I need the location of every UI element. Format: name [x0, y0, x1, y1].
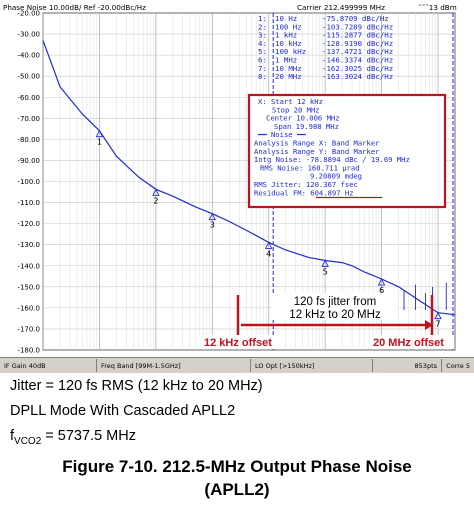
marker-label: 6 — [379, 286, 384, 295]
trace-title: Phase Noise 10.00dB/ Ref -20.00dBc/Hz — [3, 3, 146, 12]
marker-table-value: -146.3374 dBc/Hz — [322, 56, 393, 65]
marker-label: 3 — [210, 221, 215, 230]
phase-noise-analyzer: Phase Noise 10.00dB/ Ref -20.00dBc/Hz Car… — [0, 0, 474, 373]
noise-box-line: Span 19.988 MHz — [274, 122, 339, 131]
jitter-label-line1: 120 fs jitter from — [294, 296, 376, 308]
marker-table-num: 2: — [258, 22, 267, 31]
caption-jitter-line: Jitter = 120 fs RMS (12 kHz to 20 MHz) — [10, 378, 263, 394]
caption-mode-line: DPLL Mode With Cascaded APLL2 — [10, 403, 236, 419]
right-offset-label: 20 MHz offset — [373, 337, 444, 349]
y-tick-label: -140.0 — [17, 262, 40, 270]
y-tick-label: -70.00 — [17, 115, 40, 123]
y-tick-label: -20.00 — [17, 10, 40, 18]
marker-table-num: 5: — [258, 47, 267, 56]
phase-noise-trace — [42, 40, 456, 316]
y-tick-label: -150.0 — [17, 283, 40, 291]
y-tick-label: -160.0 — [17, 304, 40, 312]
y-tick-label: -50.00 — [17, 73, 40, 81]
noise-box-line: Center 10.006 MHz — [266, 114, 340, 123]
caption-vco-f: f — [10, 428, 15, 444]
noise-box-line: Analysis Range Y: Band Marker — [254, 147, 380, 156]
noise-box-line: RMS Jitter: 120.367 fsec — [254, 180, 358, 189]
noise-box-line: X: Start 12 kHz — [258, 97, 323, 106]
y-tick-label: -80.00 — [17, 136, 40, 144]
y-tick-label: -110.0 — [17, 199, 40, 207]
y-tick-label: -180.0 — [17, 347, 40, 355]
marker-table-num: 8: — [258, 72, 267, 81]
phase-noise-chart: Phase Noise 10.00dB/ Ref -20.00dBc/Hz Car… — [0, 0, 474, 355]
marker-table-num: 4: — [258, 39, 267, 48]
marker-triangle — [321, 259, 329, 267]
marker-table-freq: 1 kHz — [275, 31, 297, 40]
noise-box-line: Stop 20 MHz — [272, 105, 320, 114]
marker-table-num: 7: — [258, 64, 267, 73]
marker-table-value: -162.3025 dBc/Hz — [322, 64, 393, 73]
caption-vco-sub: VCO2 — [14, 435, 42, 447]
offset-range-arrowhead — [425, 320, 433, 330]
marker-table-num: 3: — [258, 31, 267, 40]
marker-table-freq: 100 Hz — [275, 22, 302, 31]
points-status: 853pts — [373, 359, 442, 372]
marker-table-value: -75.8709 dBc/Hz — [322, 14, 389, 23]
if-gain-status: IF Gain 40dB — [0, 359, 97, 372]
power-indicator: ˜˜˜13 dBm — [418, 3, 457, 12]
marker-triangle — [95, 129, 104, 138]
corr-status: Corre 5 — [446, 361, 470, 370]
marker-table-freq: 100 kHz — [275, 47, 306, 56]
jitter-label-bg — [272, 293, 398, 320]
y-tick-label: -90.00 — [17, 157, 40, 165]
noise-box-line: 9.20809 mdeg — [310, 172, 362, 181]
marker-triangle — [377, 278, 386, 286]
marker-table-freq: 10 kHz — [275, 39, 302, 48]
noise-box-line: ━━ Noise ━━ — [257, 130, 306, 139]
marker-triangle — [264, 241, 273, 249]
freq-band-status: Freq Band [99M-1.5GHz] — [97, 359, 251, 372]
noise-box-line: Residual FM: 604.897 Hz — [254, 188, 354, 197]
marker-label: 1 — [97, 138, 102, 147]
noise-box-line: RMS Noise: 160.711 µrad — [260, 163, 360, 172]
left-offset-label-bg — [198, 335, 278, 349]
caption-vco-value: = 5737.5 MHz — [41, 428, 136, 444]
marker-table-freq: 20 MHz — [275, 72, 302, 81]
marker-table-freq: 1 MHz — [275, 56, 297, 65]
y-tick-label: -170.0 — [17, 325, 40, 333]
y-tick-label: -30.00 — [17, 31, 40, 39]
marker-label: 2 — [153, 196, 158, 205]
marker-label: 5 — [323, 267, 328, 276]
right-offset-label-bg — [370, 335, 454, 349]
noise-result-box — [247, 93, 447, 209]
marker-table-value: -103.7289 dBc/Hz — [322, 22, 393, 31]
y-tick-label: -100.0 — [17, 178, 40, 186]
marker-table-freq: 10 Hz — [275, 14, 297, 23]
marker-table-value: -137.4721 dBc/Hz — [322, 47, 393, 56]
marker-table-value: -128.9190 dBc/Hz — [322, 39, 393, 48]
lo-opt-status: LO Opt [>150kHz] — [251, 359, 373, 372]
marker-triangle — [434, 311, 442, 320]
marker-label: 7 — [436, 320, 441, 329]
marker-table-freq: 10 MHz — [275, 64, 302, 73]
carrier-readout: Carrier 212.499999 MHz — [297, 3, 385, 12]
jitter-label-line2: 12 kHz to 20 MHz — [289, 309, 381, 321]
status-bar: IF Gain 40dB Freq Band [99M-1.5GHz] LO O… — [0, 357, 474, 373]
left-offset-label: 12 kHz offset — [204, 337, 272, 349]
figure-title-line2: (APLL2) — [204, 480, 270, 499]
header-bar — [0, 0, 474, 13]
marker-table-value: -163.3024 dBc/Hz — [322, 72, 393, 81]
marker-table-num: 6: — [258, 56, 267, 65]
y-tick-label: -40.00 — [17, 52, 40, 60]
noise-box-line: Analysis Range X: Band Marker — [254, 139, 380, 148]
noise-box-line: Intg Noise: -78.8894 dBc / 19.69 MHz — [254, 155, 410, 164]
marker-table-num: 1: — [258, 14, 267, 23]
y-tick-label: -120.0 — [17, 220, 40, 228]
marker-table-value: -115.2877 dBc/Hz — [322, 31, 393, 40]
marker-label: 4 — [266, 249, 271, 258]
marker-triangle — [152, 188, 160, 196]
marker-triangle — [208, 212, 217, 221]
caption-vco-line: fVCO2 = 5737.5 MHz — [10, 428, 136, 447]
figure-title-line1: Figure 7-10. 212.5-MHz Output Phase Nois… — [62, 457, 412, 476]
y-tick-label: -60.00 — [17, 94, 40, 102]
y-tick-label: -130.0 — [17, 241, 40, 249]
